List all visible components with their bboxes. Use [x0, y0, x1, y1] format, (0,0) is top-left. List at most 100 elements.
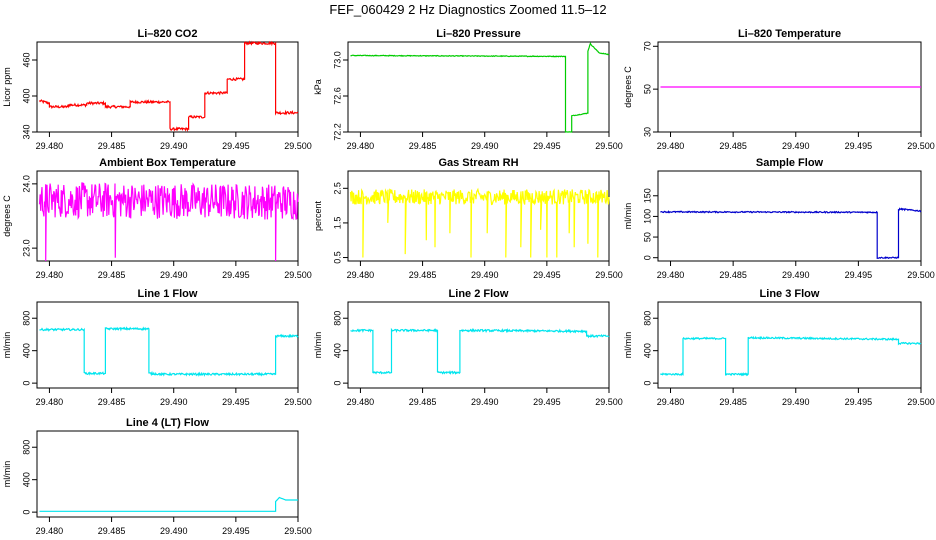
x-tick-label: 29.490: [782, 141, 810, 151]
chart-title: Li–820 Pressure: [436, 28, 520, 40]
y-tick-label: 1.5: [332, 217, 342, 230]
series-line: [350, 42, 610, 133]
chart-panel: Line 3 Flow ml/min 29.480 29.485 29.490 29.49…: [623, 288, 935, 407]
x-tick-label: 29.495: [222, 397, 250, 407]
plot-frame: [347, 301, 610, 389]
x-tick-label: 29.485: [98, 526, 126, 536]
y-tick-label: 0: [642, 381, 652, 386]
y-tick-label: 30: [642, 127, 652, 137]
plot-frame: [36, 41, 299, 133]
chart-panel: Li–820 CO2 Licor ppm 29.480 29.485 29.490 29.…: [2, 28, 312, 151]
y-tick-label: 50: [642, 232, 652, 242]
chart-title: Li–820 Temperature: [738, 28, 841, 40]
x-tick-label: 29.485: [98, 270, 126, 280]
x-tick-label: 29.500: [284, 270, 312, 280]
chart-panel: Line 1 Flow ml/min 29.480 29.485 29.490 29.49…: [2, 288, 312, 407]
x-tick-label: 29.500: [284, 397, 312, 407]
series-line: [39, 326, 299, 377]
x-tick-label: 29.500: [595, 397, 623, 407]
x-tick-label: 29.490: [782, 270, 810, 280]
x-tick-label: 29.490: [160, 270, 188, 280]
y-tick-label: 50: [642, 84, 652, 94]
x-tick-label: 29.480: [36, 270, 64, 280]
x-tick-label: 29.490: [471, 397, 499, 407]
series-line: [350, 327, 610, 375]
x-tick-label: 29.490: [160, 526, 188, 536]
x-tick-label: 29.480: [347, 397, 375, 407]
y-tick-label: 400: [332, 343, 342, 358]
y-tick-label: 2.5: [332, 182, 342, 195]
y-tick-label: 800: [21, 311, 31, 326]
plot-frame: [657, 301, 922, 389]
series-line: [38, 182, 299, 262]
x-tick-label: 29.490: [471, 141, 499, 151]
y-tick-label: 150: [642, 188, 652, 203]
y-axis-label: ml/min: [623, 332, 633, 359]
y-tick-label: 73.0: [332, 51, 342, 69]
x-tick-label: 29.490: [160, 397, 188, 407]
x-tick-label: 29.485: [98, 141, 126, 151]
x-tick-label: 29.480: [657, 397, 685, 407]
y-axis-label: kPa: [313, 79, 323, 95]
plot-frame: [347, 170, 610, 262]
y-tick-label: 100: [642, 209, 652, 224]
y-tick-label: 400: [21, 343, 31, 358]
y-tick-label: 400: [21, 472, 31, 487]
y-tick-label: 0: [21, 510, 31, 515]
x-tick-label: 29.495: [222, 526, 250, 536]
x-tick-label: 29.480: [36, 526, 64, 536]
x-tick-label: 29.480: [36, 141, 64, 151]
chart-title: Sample Flow: [756, 157, 824, 169]
x-tick-label: 29.495: [222, 270, 250, 280]
x-tick-label: 29.500: [907, 270, 935, 280]
series-line: [349, 187, 610, 258]
y-tick-label: 400: [642, 343, 652, 358]
chart-title: Line 4 (LT) Flow: [126, 417, 209, 429]
plot-frame: [36, 170, 299, 262]
series-line: [660, 335, 922, 377]
x-tick-label: 29.495: [845, 141, 873, 151]
chart-title: Ambient Box Temperature: [99, 157, 236, 169]
plot-frame: [36, 430, 299, 518]
plot-frame: [347, 41, 610, 133]
x-tick-label: 29.490: [782, 397, 810, 407]
x-tick-label: 29.500: [595, 270, 623, 280]
series-line: [660, 207, 922, 260]
y-tick-label: 70: [642, 41, 652, 51]
y-axis-label: degrees C: [623, 66, 633, 108]
x-tick-label: 29.485: [98, 397, 126, 407]
chart-panel: Li–820 Pressure kPa 29.480 29.485 29.490 29.4…: [313, 28, 623, 151]
x-tick-label: 29.500: [907, 141, 935, 151]
plot-frame: [36, 301, 299, 389]
y-tick-label: 23.0: [21, 239, 31, 257]
y-axis-label: Licor ppm: [2, 67, 12, 107]
x-tick-label: 29.485: [719, 270, 747, 280]
series-line: [38, 40, 299, 132]
y-axis-label: ml/min: [623, 203, 633, 230]
x-tick-label: 29.480: [36, 397, 64, 407]
y-tick-label: 72.6: [332, 87, 342, 105]
y-axis-label: percent: [313, 200, 323, 231]
y-tick-label: 800: [332, 311, 342, 326]
x-tick-label: 29.495: [845, 270, 873, 280]
x-tick-label: 29.490: [160, 141, 188, 151]
x-tick-label: 29.480: [657, 270, 685, 280]
x-tick-label: 29.500: [595, 141, 623, 151]
chart-title: Li–820 CO2: [138, 28, 198, 40]
x-tick-label: 29.480: [347, 141, 375, 151]
y-axis-label: ml/min: [2, 461, 12, 488]
x-tick-label: 29.495: [533, 270, 561, 280]
x-tick-label: 29.485: [409, 270, 437, 280]
x-tick-label: 29.495: [533, 397, 561, 407]
y-tick-label: 0.5: [332, 251, 342, 264]
x-tick-label: 29.495: [533, 141, 561, 151]
x-tick-label: 29.485: [409, 397, 437, 407]
y-axis-label: ml/min: [313, 332, 323, 359]
chart-panel: Sample Flow ml/min 29.480 29.485 29.490 29.49…: [623, 157, 935, 280]
chart-title: Gas Stream RH: [438, 157, 518, 169]
chart-panel: Line 4 (LT) Flow ml/min 29.480 29.485 29.490…: [2, 417, 312, 536]
chart-panel: Line 2 Flow ml/min 29.480 29.485 29.490 29.49…: [313, 288, 623, 407]
y-tick-label: 800: [642, 311, 652, 326]
chart-title: Line 2 Flow: [449, 288, 509, 300]
